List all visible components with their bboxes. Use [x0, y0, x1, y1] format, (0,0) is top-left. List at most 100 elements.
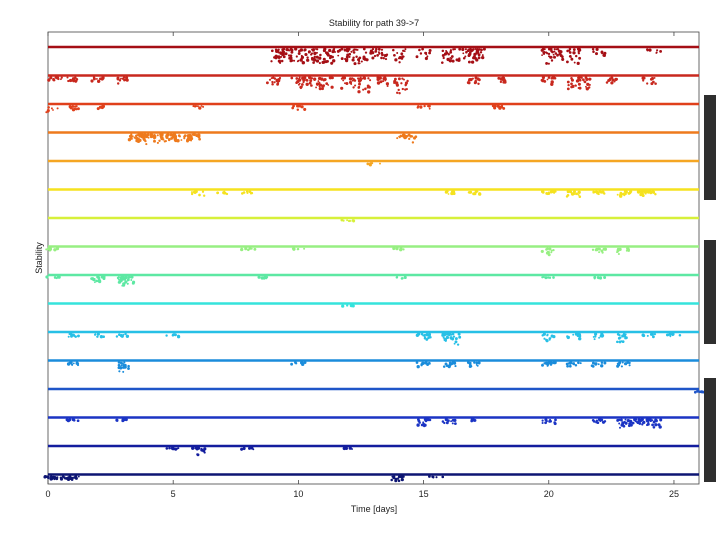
data-point: [476, 50, 480, 54]
data-point: [568, 51, 572, 54]
data-point: [642, 420, 646, 425]
data-point: [76, 419, 80, 423]
data-point: [165, 136, 169, 139]
data-point: [123, 278, 127, 281]
data-point: [356, 48, 359, 51]
data-point: [351, 77, 354, 80]
data-point: [593, 338, 596, 341]
data-point: [294, 47, 298, 51]
data-point: [307, 50, 311, 54]
data-point: [352, 56, 355, 59]
data-point: [325, 82, 329, 85]
x-tick-label: 0: [45, 489, 50, 499]
data-point: [320, 77, 324, 81]
data-point: [427, 104, 431, 108]
data-point: [473, 52, 477, 57]
data-point: [574, 363, 578, 367]
data-point: [578, 56, 582, 60]
data-point: [397, 77, 401, 81]
data-point: [176, 447, 179, 450]
data-point: [349, 219, 352, 222]
data-point: [316, 83, 319, 86]
data-point: [403, 50, 406, 53]
data-point: [160, 133, 164, 137]
data-point: [641, 194, 645, 198]
data-point: [452, 361, 457, 365]
data-point: [424, 51, 427, 55]
data-point: [302, 78, 306, 82]
data-point: [561, 57, 565, 61]
data-point: [66, 362, 71, 366]
data-point: [451, 59, 455, 63]
data-point: [313, 58, 317, 62]
data-point: [366, 162, 370, 166]
data-point: [637, 191, 640, 194]
data-point: [549, 55, 553, 59]
data-point: [659, 418, 663, 422]
data-point: [98, 105, 102, 109]
data-point: [194, 446, 198, 450]
data-point: [297, 83, 300, 86]
data-point: [292, 247, 296, 251]
data-point: [499, 80, 503, 84]
data-point: [395, 247, 399, 251]
data-point: [404, 134, 408, 139]
data-point: [653, 332, 657, 336]
data-point: [445, 418, 448, 422]
data-point: [72, 79, 76, 83]
data-point: [640, 190, 644, 193]
data-point: [598, 418, 602, 422]
data-point: [371, 162, 374, 165]
data-point: [411, 141, 415, 144]
data-point: [458, 57, 461, 60]
data-point: [74, 105, 78, 108]
data-point: [154, 135, 157, 138]
data-point: [450, 57, 453, 60]
data-point: [337, 54, 340, 57]
data-point: [603, 53, 606, 56]
data-point: [348, 55, 351, 58]
data-point: [273, 81, 276, 84]
data-point: [467, 60, 471, 64]
data-point: [583, 80, 586, 83]
data-point: [190, 191, 193, 194]
data-point: [550, 334, 554, 338]
data-point: [268, 78, 272, 81]
data-point: [465, 50, 468, 54]
data-point: [326, 60, 329, 63]
data-point: [425, 338, 429, 341]
data-point: [290, 362, 294, 366]
data-point: [428, 335, 431, 339]
x-tick-label: 25: [669, 489, 679, 499]
data-point: [244, 247, 248, 251]
data-point: [649, 332, 653, 336]
data-point: [202, 449, 206, 453]
data-point: [401, 77, 404, 80]
data-point: [415, 361, 419, 364]
data-point: [52, 476, 56, 480]
data-point: [277, 55, 281, 60]
data-point: [552, 53, 555, 56]
data-point: [125, 277, 128, 280]
data-point: [96, 335, 99, 338]
data-point: [545, 248, 548, 251]
data-point: [428, 361, 431, 365]
data-point: [362, 57, 366, 61]
data-point: [357, 90, 361, 94]
data-point: [99, 335, 104, 339]
data-point: [123, 361, 126, 364]
data-point: [143, 133, 147, 137]
data-point: [547, 253, 551, 257]
data-point: [123, 364, 126, 367]
data-point: [611, 79, 614, 82]
data-point: [401, 87, 404, 91]
data-point: [471, 77, 474, 80]
data-point: [119, 361, 122, 364]
data-point: [549, 361, 553, 365]
data-point: [117, 281, 121, 284]
chart-title: Stability for path 39->7: [329, 18, 419, 28]
data-point: [645, 419, 650, 423]
data-point: [122, 282, 126, 286]
data-point: [450, 191, 454, 196]
data-point: [130, 133, 133, 136]
